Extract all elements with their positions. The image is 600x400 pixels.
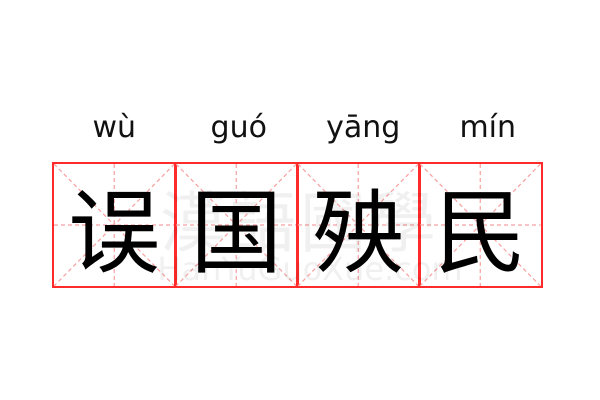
- character-2: 国: [190, 179, 283, 287]
- character-3: 殃: [312, 179, 405, 287]
- guide-line: [298, 164, 419, 286]
- guide-line: [420, 164, 541, 286]
- pinyin-1: wù: [92, 110, 137, 145]
- character-cell: 误: [52, 162, 177, 288]
- character-cell: 民: [418, 162, 543, 288]
- guide-lines: [54, 164, 175, 286]
- guide-lines: [298, 164, 419, 286]
- pinyin-4: mín: [459, 110, 517, 145]
- guide-line: [176, 164, 297, 286]
- pinyin-2: guó: [210, 110, 267, 145]
- character-cell: 殃: [296, 162, 421, 288]
- character-1: 误: [68, 179, 161, 287]
- guide-lines: [420, 164, 541, 286]
- character-cell: 国: [174, 162, 299, 288]
- guide-lines: [176, 164, 297, 286]
- pinyin-3: yāng: [326, 110, 401, 145]
- character-4: 民: [434, 179, 527, 287]
- guide-line: [54, 164, 175, 286]
- character-grid: 误 国 殃 民: [52, 162, 550, 288]
- pinyin-row: wù guó yāng mín: [52, 108, 550, 148]
